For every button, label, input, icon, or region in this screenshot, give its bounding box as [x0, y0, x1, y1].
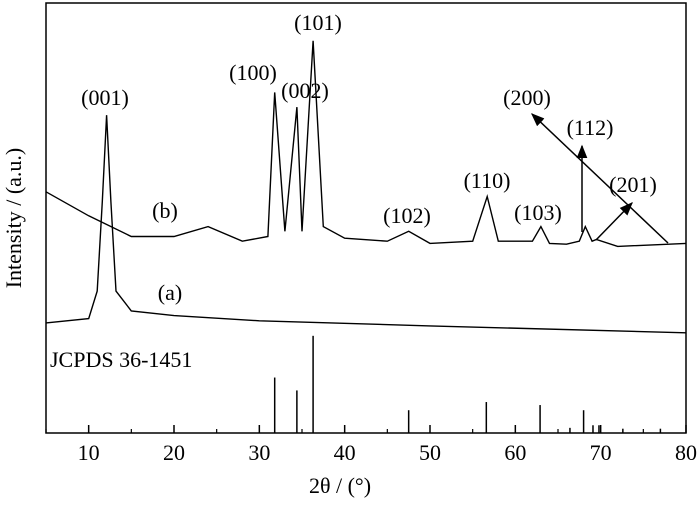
x-tick-label: 20 [163, 440, 185, 465]
x-tick-label: 10 [78, 440, 100, 465]
series-line [45, 40, 687, 248]
peak-label: (200) [503, 85, 551, 110]
series-label: (b) [152, 198, 178, 223]
peak-label: (103) [514, 200, 562, 225]
x-axis-label: 2θ / (°) [309, 473, 371, 498]
peak-label: (102) [383, 203, 431, 228]
x-tick-label: 40 [334, 440, 356, 465]
peak-label: (001) [81, 85, 129, 110]
x-tick-label: 70 [590, 440, 612, 465]
series-line [45, 115, 687, 334]
x-tick-label: 60 [504, 440, 526, 465]
series-label: (a) [158, 280, 182, 305]
peak-label: (002) [281, 78, 329, 103]
x-tick-label: 50 [419, 440, 441, 465]
peak-label: (112) [567, 115, 614, 140]
peak-label: (100) [229, 60, 277, 85]
x-tick-label: 30 [248, 440, 270, 465]
x-tick-label: 80 [675, 440, 697, 465]
arrow [531, 113, 669, 244]
peak-label: (201) [609, 172, 657, 197]
y-axis-label: Intensity / (a.u.) [1, 148, 26, 289]
peak-label: (110) [464, 168, 511, 193]
peak-label: (101) [294, 10, 342, 35]
arrow [595, 202, 633, 241]
plot-frame [45, 2, 687, 434]
reference-label: JCPDS 36-1451 [50, 347, 192, 372]
